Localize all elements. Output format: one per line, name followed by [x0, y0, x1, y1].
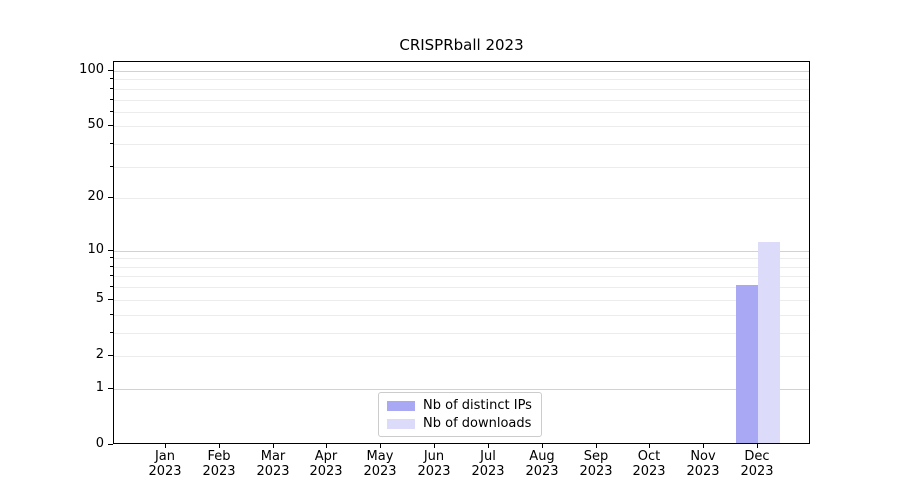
- xtick-oct: [649, 444, 650, 448]
- gridline-y-4: [114, 315, 809, 316]
- ytick-y-0: [108, 444, 113, 445]
- ytick-minor-y-3: [110, 332, 113, 333]
- ytick-label-20: 20: [87, 189, 104, 204]
- legend-label-downloads: Nb of downloads: [423, 416, 532, 431]
- ytick-y-10: [108, 250, 113, 251]
- xtick-label-mar: Mar 2023: [256, 449, 290, 479]
- xtick-label-oct: Oct 2023: [632, 449, 666, 479]
- legend-item-downloads: Nb of downloads: [387, 416, 532, 431]
- xtick-apr: [326, 444, 327, 448]
- xtick-label-sep: Sep 2023: [579, 449, 613, 479]
- xtick-label-nov: Nov 2023: [686, 449, 720, 479]
- plot-area: [113, 61, 810, 444]
- ytick-y-5: [108, 299, 113, 300]
- gridline-y-40: [114, 144, 809, 145]
- ytick-y-100: [108, 70, 113, 71]
- ytick-label-10: 10: [87, 242, 104, 257]
- bar-nb-of-downloads-dec: [758, 242, 780, 443]
- legend: Nb of distinct IPs Nb of downloads: [378, 392, 542, 437]
- xtick-label-dec: Dec 2023: [740, 449, 774, 479]
- ytick-label-5: 5: [95, 291, 104, 306]
- ytick-label-1: 1: [95, 380, 104, 395]
- xtick-label-feb: Feb 2023: [202, 449, 236, 479]
- ytick-y-2: [108, 355, 113, 356]
- gridline-y-90: [114, 79, 809, 80]
- gridline-y-70: [114, 100, 809, 101]
- gridline-y-1: [114, 389, 809, 390]
- gridline-y-30: [114, 167, 809, 168]
- xtick-nov: [703, 444, 704, 448]
- xtick-label-aug: Aug 2023: [525, 449, 559, 479]
- gridline-y-100: [114, 71, 809, 72]
- gridline-y-5: [114, 300, 809, 301]
- ytick-minor-y-70: [110, 99, 113, 100]
- gridline-y-3: [114, 333, 809, 334]
- xtick-label-apr: Apr 2023: [309, 449, 343, 479]
- legend-swatch-downloads: [387, 418, 415, 429]
- ytick-y-20: [108, 197, 113, 198]
- ytick-minor-y-80: [110, 88, 113, 89]
- ytick-minor-y-30: [110, 166, 113, 167]
- xtick-mar: [273, 444, 274, 448]
- xtick-jul: [488, 444, 489, 448]
- gridline-y-60: [114, 112, 809, 113]
- ytick-label-50: 50: [87, 117, 104, 132]
- ytick-label-0: 0: [95, 436, 104, 451]
- xtick-label-jan: Jan 2023: [148, 449, 182, 479]
- gridline-y-80: [114, 89, 809, 90]
- gridline-y-50: [114, 126, 809, 127]
- gridline-y-7: [114, 276, 809, 277]
- gridline-y-9: [114, 258, 809, 259]
- ytick-minor-y-8: [110, 266, 113, 267]
- ytick-label-100: 100: [79, 62, 104, 77]
- gridline-y-8: [114, 267, 809, 268]
- ytick-minor-y-90: [110, 78, 113, 79]
- legend-item-distinct-ips: Nb of distinct IPs: [387, 398, 532, 413]
- gridline-y-20: [114, 198, 809, 199]
- xtick-jun: [434, 444, 435, 448]
- ytick-label-2: 2: [95, 347, 104, 362]
- chart-title: CRISPRball 2023: [399, 36, 524, 54]
- xtick-jan: [165, 444, 166, 448]
- ytick-minor-y-9: [110, 257, 113, 258]
- xtick-label-jun: Jun 2023: [417, 449, 451, 479]
- bar-nb-of-distinct-ips-dec: [736, 285, 758, 443]
- xtick-label-jul: Jul 2023: [471, 449, 505, 479]
- gridline-y-2: [114, 356, 809, 357]
- gridline-y-6: [114, 287, 809, 288]
- ytick-minor-y-60: [110, 111, 113, 112]
- xtick-aug: [542, 444, 543, 448]
- ytick-minor-y-6: [110, 286, 113, 287]
- xtick-label-may: May 2023: [363, 449, 397, 479]
- xtick-sep: [596, 444, 597, 448]
- xtick-feb: [219, 444, 220, 448]
- xtick-dec: [757, 444, 758, 448]
- ytick-y-50: [108, 125, 113, 126]
- ytick-minor-y-40: [110, 143, 113, 144]
- legend-label-distinct-ips: Nb of distinct IPs: [423, 398, 532, 413]
- ytick-minor-y-7: [110, 275, 113, 276]
- gridline-y-10: [114, 251, 809, 252]
- legend-swatch-distinct-ips: [387, 400, 415, 411]
- ytick-minor-y-4: [110, 314, 113, 315]
- ytick-y-1: [108, 388, 113, 389]
- xtick-may: [380, 444, 381, 448]
